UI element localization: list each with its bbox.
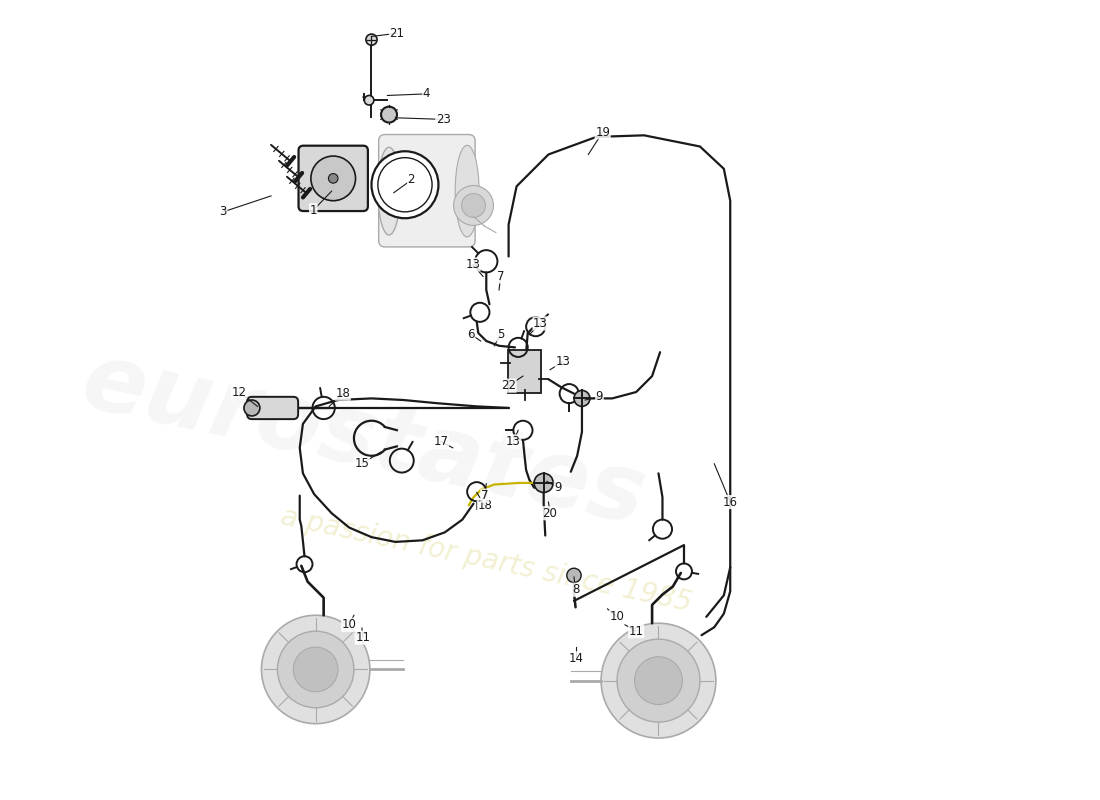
Circle shape [311,156,355,201]
Text: 13: 13 [534,317,548,330]
Text: 7: 7 [497,270,505,283]
Ellipse shape [455,146,480,237]
Text: 16: 16 [723,495,738,509]
Text: 17: 17 [433,435,449,448]
FancyBboxPatch shape [298,146,367,211]
Text: 18: 18 [477,498,492,512]
Circle shape [566,568,581,582]
Text: 12: 12 [232,386,246,398]
Text: 9: 9 [596,390,603,403]
Circle shape [453,186,494,226]
Circle shape [366,34,377,46]
FancyBboxPatch shape [248,397,298,419]
Circle shape [381,106,397,122]
Circle shape [462,194,485,218]
Text: 22: 22 [502,379,516,392]
Circle shape [329,174,338,183]
FancyBboxPatch shape [508,350,541,393]
Text: 13: 13 [506,435,520,448]
Circle shape [601,623,716,738]
Text: 7: 7 [481,489,488,502]
Circle shape [617,639,700,722]
Circle shape [277,631,354,708]
Circle shape [635,657,682,705]
Circle shape [262,615,370,724]
Text: 18: 18 [336,387,350,400]
Text: 11: 11 [629,625,644,638]
Circle shape [378,158,432,212]
Text: 9: 9 [554,481,562,494]
Text: 5: 5 [497,328,504,341]
Circle shape [294,647,338,692]
Text: 14: 14 [569,652,584,665]
Circle shape [244,400,260,416]
Text: eurostates: eurostates [74,335,653,545]
Text: 1: 1 [309,204,317,217]
Text: 8: 8 [572,583,580,596]
Ellipse shape [378,147,400,235]
Text: 3: 3 [220,206,227,218]
Circle shape [535,474,553,493]
Text: 6: 6 [468,328,475,341]
Text: 10: 10 [609,610,625,623]
Text: 4: 4 [422,87,430,100]
Text: 21: 21 [389,26,405,40]
Text: 11: 11 [355,631,371,644]
Circle shape [372,151,439,218]
Text: 10: 10 [342,618,356,631]
Text: 2: 2 [408,174,415,186]
Text: a passion for parts since 1985: a passion for parts since 1985 [278,502,694,617]
Text: 13: 13 [556,355,570,368]
Text: 15: 15 [354,458,370,470]
Text: 19: 19 [595,126,610,138]
Circle shape [574,390,590,406]
Text: 20: 20 [542,506,558,520]
FancyBboxPatch shape [378,134,475,247]
Text: 23: 23 [436,113,451,126]
Circle shape [364,95,374,105]
Text: 13: 13 [465,258,481,271]
